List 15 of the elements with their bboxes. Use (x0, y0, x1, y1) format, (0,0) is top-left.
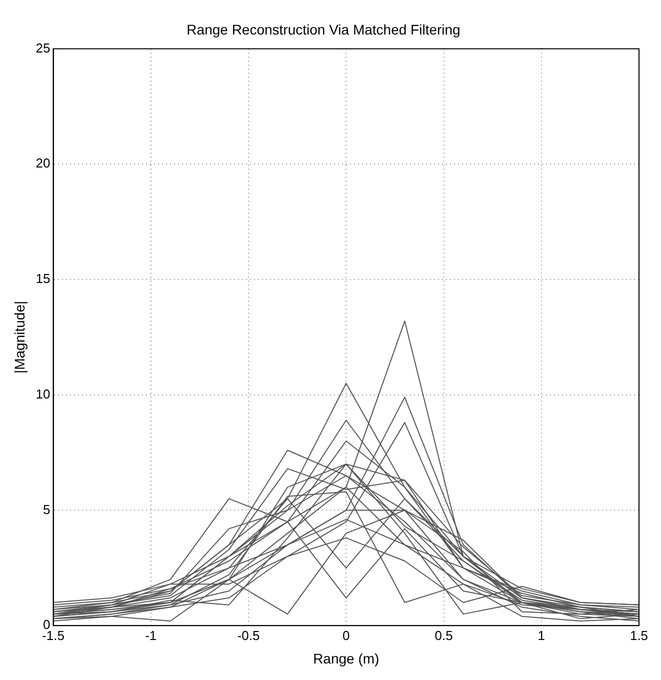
x-tick-label: 1.5 (630, 628, 648, 643)
y-tick-label: 25 (36, 40, 50, 56)
y-tick-label: 15 (36, 271, 50, 286)
x-tick-label: 0 (342, 628, 350, 643)
y-axis-title: |Magnitude| (11, 300, 28, 374)
y-tick-label: 5 (43, 502, 50, 517)
y-tick-label: 20 (36, 156, 50, 171)
x-tick-label: 0.5 (434, 628, 453, 643)
x-tick-label: 1 (538, 628, 545, 643)
y-tick-label: 0 (43, 617, 50, 632)
x-tick-label: -1 (145, 628, 157, 643)
x-axis-title: Range (m) (313, 650, 380, 666)
chart-title: Range Reconstruction Via Matched Filtering (186, 21, 460, 38)
y-tick-label: 10 (36, 386, 50, 402)
x-tick-label: -0.5 (237, 628, 260, 643)
